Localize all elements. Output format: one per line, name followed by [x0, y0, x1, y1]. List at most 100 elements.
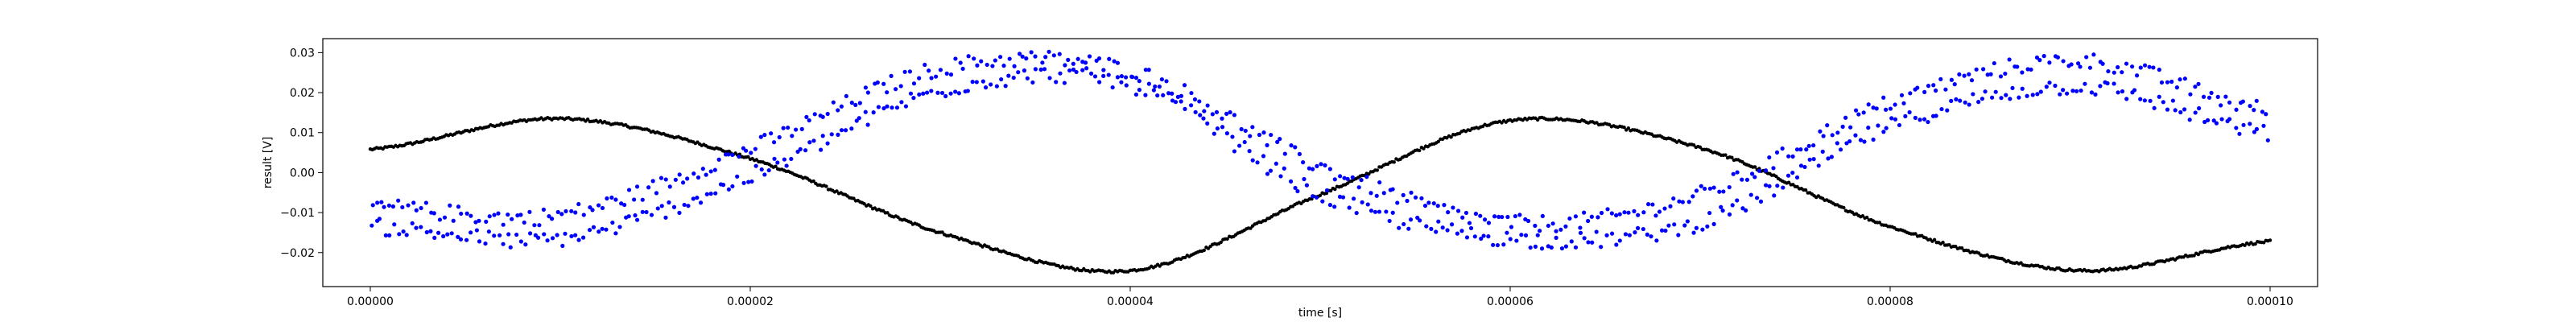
- data-point: [726, 187, 731, 192]
- data-point: [958, 60, 963, 65]
- data-point: [2061, 59, 2066, 64]
- data-point: [753, 147, 758, 151]
- data-point: [730, 184, 735, 189]
- data-point: [1214, 109, 1220, 114]
- data-point: [1825, 123, 1830, 128]
- data-point: [518, 213, 523, 217]
- data-point: [917, 92, 922, 97]
- data-point: [1220, 125, 1225, 130]
- data-point: [893, 87, 898, 92]
- data-point: [588, 204, 592, 210]
- data-point: [1501, 242, 1506, 247]
- data-point: [1509, 225, 1514, 229]
- data-point: [1173, 100, 1179, 105]
- data-point: [1472, 234, 1477, 239]
- data-point: [390, 204, 395, 209]
- data-point: [1974, 67, 1979, 72]
- data-point: [835, 189, 839, 193]
- data-point: [437, 217, 443, 222]
- data-point: [1115, 60, 1121, 65]
- data-point: [1888, 106, 1893, 111]
- data-point: [1861, 110, 1866, 115]
- data-point: [1011, 75, 1016, 80]
- data-point: [680, 180, 686, 185]
- data-point: [459, 211, 464, 217]
- data-point: [1798, 147, 1803, 152]
- data-point: [825, 141, 830, 146]
- data-point: [597, 229, 601, 234]
- data-point: [1848, 125, 1853, 130]
- data-point: [704, 172, 708, 177]
- data-point: [2020, 70, 2025, 75]
- data-point: [1969, 78, 1975, 83]
- data-point: [1586, 218, 1591, 224]
- data-point: [965, 89, 970, 93]
- data-point: [483, 241, 488, 246]
- data-point: [1402, 221, 1406, 227]
- data-point: [1459, 229, 1464, 233]
- data-point: [730, 152, 735, 158]
- data-point: [1559, 246, 1565, 251]
- data-point: [1101, 73, 1106, 78]
- data-point: [1440, 225, 1445, 230]
- data-point: [506, 232, 511, 237]
- data-point: [1274, 161, 1278, 166]
- data-point: [852, 196, 856, 200]
- data-point: [1463, 210, 1469, 216]
- data-point: [1071, 67, 1076, 72]
- data-point: [1856, 112, 1861, 117]
- data-point: [1931, 83, 1936, 88]
- data-point: [1932, 237, 1937, 242]
- data-point: [1843, 115, 1848, 120]
- data-point: [1219, 240, 1223, 245]
- data-point: [2268, 238, 2273, 242]
- data-point: [836, 108, 840, 113]
- data-point: [573, 233, 578, 237]
- data-point: [613, 197, 618, 202]
- data-point: [799, 126, 804, 131]
- data-point: [2265, 138, 2270, 142]
- data-point: [1958, 98, 1963, 103]
- data-point: [1224, 131, 1229, 136]
- data-point: [1368, 191, 1373, 196]
- data-point: [2120, 70, 2124, 75]
- data-point: [2053, 83, 2058, 89]
- data-point: [1844, 141, 1849, 146]
- data-point: [1345, 176, 1350, 181]
- data-point: [1295, 188, 1300, 194]
- data-point: [1481, 233, 1486, 238]
- data-point: [518, 239, 523, 244]
- data-point: [1514, 238, 1519, 243]
- data-point: [1183, 106, 1187, 111]
- data-point: [1835, 130, 1840, 135]
- data-point: [691, 171, 696, 176]
- data-point: [704, 192, 709, 196]
- data-point: [501, 242, 506, 246]
- data-point: [1829, 155, 1834, 159]
- data-point: [1853, 133, 1858, 138]
- data-point: [1853, 108, 1859, 113]
- data-point: [1012, 64, 1017, 68]
- data-point: [1250, 125, 1255, 130]
- data-point: [990, 64, 995, 68]
- data-point: [576, 237, 581, 242]
- data-point: [1907, 109, 1912, 115]
- data-point: [1418, 148, 1422, 153]
- data-point: [1143, 93, 1148, 97]
- data-point: [2132, 88, 2137, 93]
- data-point: [798, 147, 803, 151]
- data-point: [1418, 218, 1422, 223]
- data-point: [1858, 138, 1864, 142]
- data-point: [1492, 214, 1497, 219]
- data-point: [849, 101, 854, 105]
- data-point: [2034, 55, 2040, 60]
- data-point: [2214, 121, 2219, 126]
- data-point: [1097, 80, 1102, 85]
- data-point: [432, 235, 437, 241]
- data-point: [746, 155, 750, 159]
- data-point: [876, 105, 881, 109]
- data-point: [1546, 244, 1550, 249]
- data-point: [597, 203, 601, 208]
- data-point: [1224, 111, 1229, 116]
- data-point: [1390, 210, 1395, 215]
